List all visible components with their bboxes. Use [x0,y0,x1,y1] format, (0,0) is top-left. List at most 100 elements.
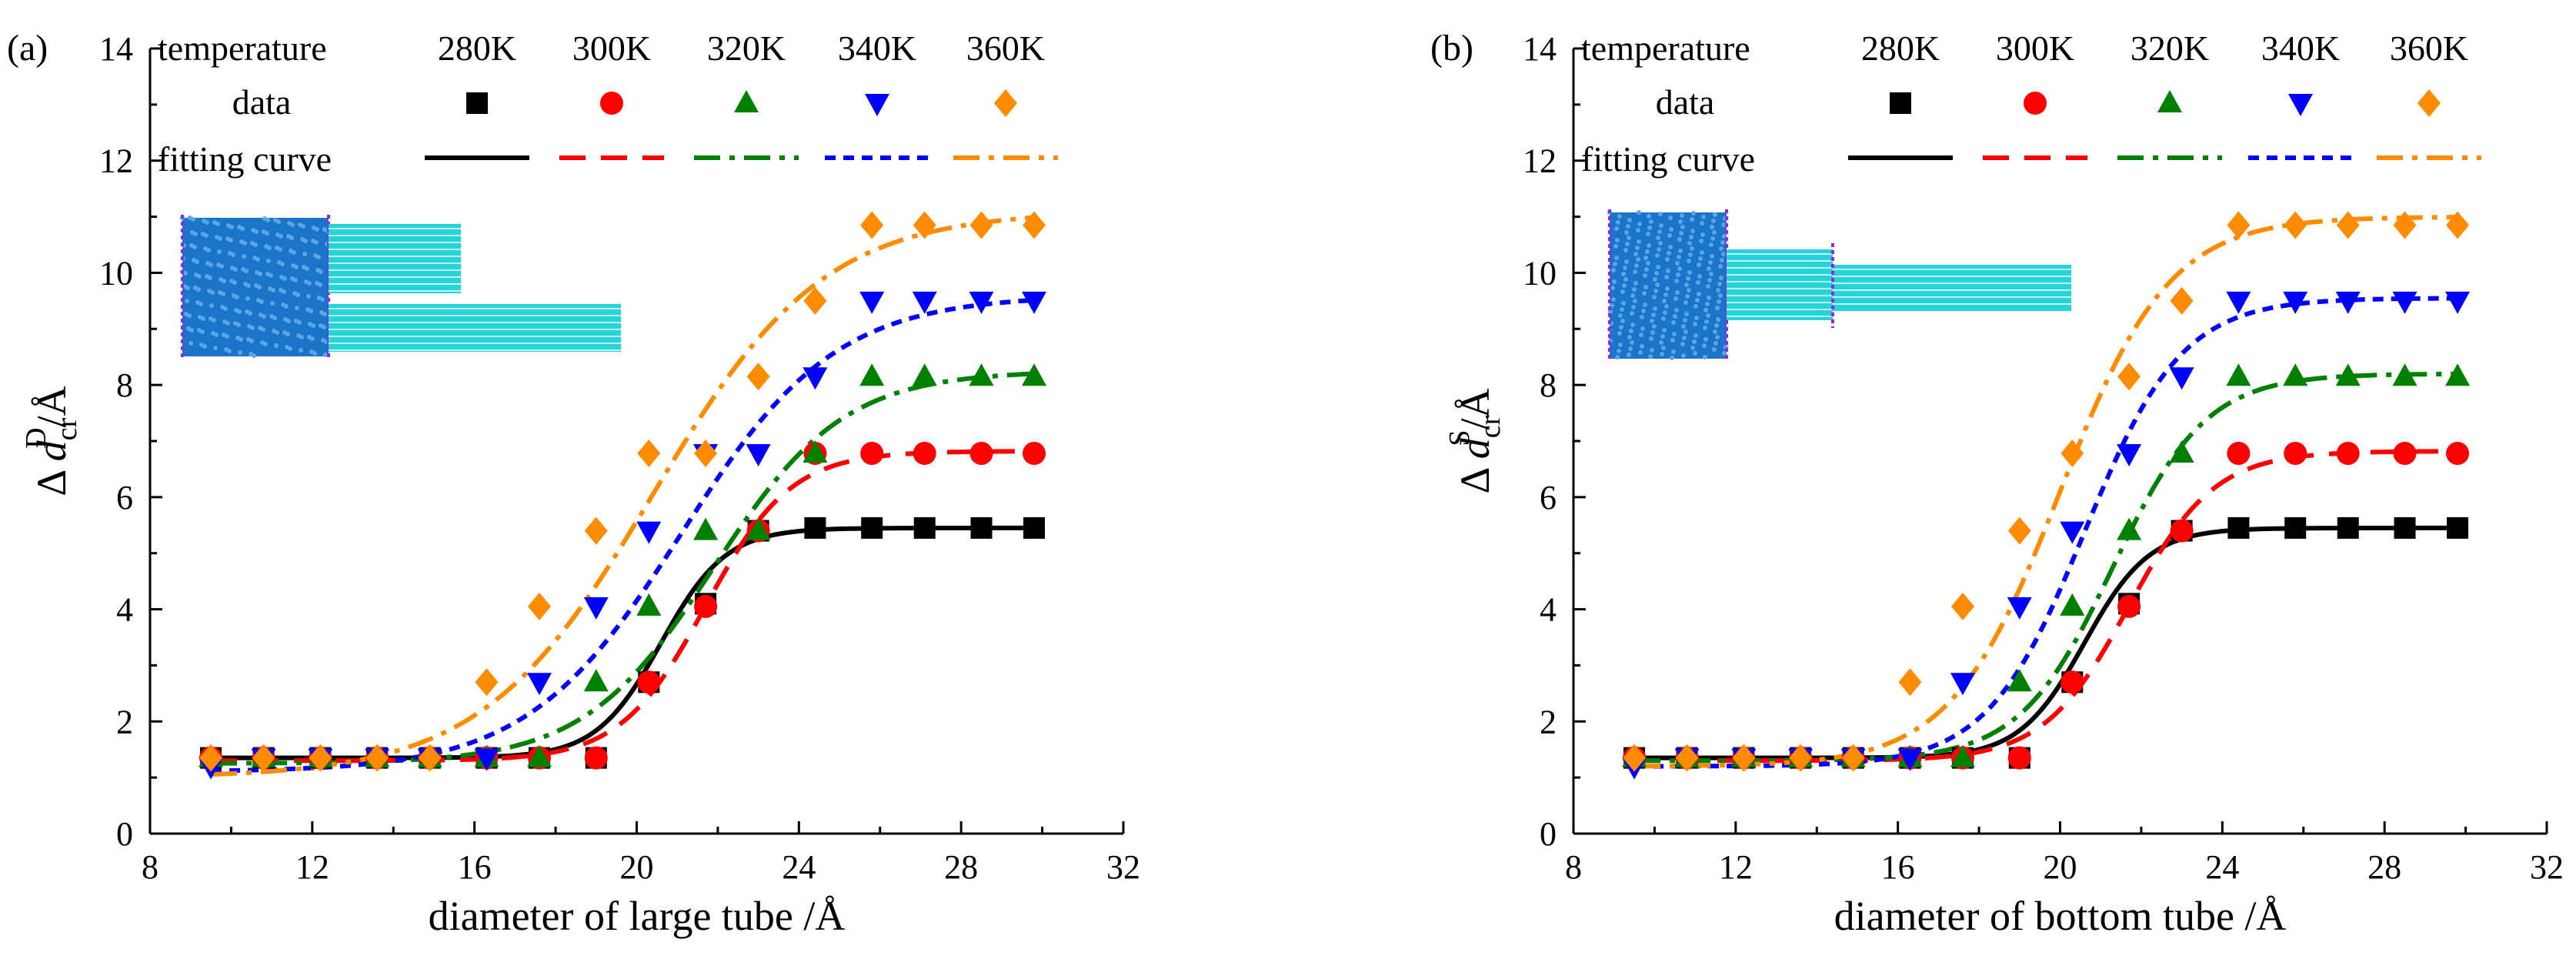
inset-water-molecule [186,326,191,331]
inset-nanotube [329,304,621,352]
inset-water-molecule [1615,355,1620,359]
inset-water-molecule [209,316,213,321]
legend-marker [2418,89,2441,117]
inset-water-molecule [258,326,262,330]
inset-water-molecule [1648,354,1653,359]
data-point [252,744,275,772]
inset-water-molecule [1646,261,1650,266]
y-axis-title-var: d [28,440,75,461]
inset-water-molecule [286,234,291,239]
legend-marker [994,89,1017,117]
inset-water-molecule [1633,269,1637,274]
inset-water-molecule [232,293,236,298]
legend-marker [734,90,759,112]
inset-water-molecule [1650,319,1654,323]
data-point [637,440,661,468]
x-tick-label: 32 [1106,848,1140,886]
inset-water-molecule [1670,356,1674,360]
inset-water-molecule [292,291,297,296]
inset-water-molecule [1655,282,1660,287]
inset-water-molecule [1703,337,1708,342]
legend-series-name: 340K [2261,28,2340,68]
inset-water-molecule [1618,313,1623,318]
inset-water-molecule [275,246,279,250]
x-tick-label: 20 [2044,848,2077,886]
inset-water-molecule [315,281,319,286]
inset-water-molecule [1678,219,1683,224]
inset-water-molecule [1642,291,1647,296]
inset-water-molecule [235,336,240,340]
data-point [2060,440,2084,468]
data-point [2117,363,2141,391]
data-point [636,593,662,616]
inset-water-molecule [1662,299,1667,303]
inset-water-molecule [274,343,279,348]
inset-water-molecule [1703,308,1708,313]
inset-water-molecule [1682,336,1687,340]
inset-water-molecule [296,333,301,338]
inset-water-molecule [1644,267,1649,272]
inset-water-molecule [1619,325,1623,329]
inset-water-molecule [1660,334,1665,339]
data-point [1789,744,1813,772]
data-point [2227,442,2251,466]
inset-water-molecule [1668,245,1673,249]
inset-water-molecule [1654,271,1659,276]
inset-water-molecule [245,309,249,314]
inset-water-molecule [1614,226,1619,231]
inset-water-molecule [1693,333,1698,338]
data-point [2445,363,2471,386]
inset-water-molecule [1686,276,1690,281]
inset-water-molecule [295,306,299,310]
x-tick-label: 20 [620,848,654,886]
data-point [859,363,885,386]
inset-water-molecule [1623,277,1628,282]
inset-water-molecule [1630,323,1635,327]
inset-water-molecule [1696,280,1700,285]
y-axis-title-sub: cr [51,418,83,441]
legend: temperature data fitting curve 280K 300K 320K… [1581,28,2481,179]
inset-water-molecule [1693,322,1697,326]
inset-water-molecule [1705,302,1710,306]
inset-water-molecule [220,305,225,309]
inset-water-molecule [282,330,287,335]
inset-water-molecule [1650,348,1654,353]
fit-curve [211,449,1034,764]
inset-water-molecule [298,222,302,227]
inset-water-molecule [268,286,272,291]
inset-water-molecule [1716,317,1720,322]
inset-water-molecule [1637,222,1642,226]
inset-water-molecule [1666,269,1670,273]
data-point [1951,592,1974,620]
data-point [1950,744,1975,767]
y-tick-label: 4 [1540,591,1557,629]
data-point [2117,594,2141,618]
inset-water-molecule [224,347,229,352]
inset-water-molecule [1710,236,1715,241]
inset-water-molecule [1612,279,1617,284]
inset-water-molecule [1657,229,1662,234]
inset-water-molecule [1623,266,1627,270]
data-point [2226,291,2251,314]
inset-water-molecule [1652,324,1657,329]
panel-label: (b) [1430,28,1473,69]
inset-water-molecule [238,350,242,355]
data-point [637,670,661,694]
data-point [2060,670,2084,694]
y-tick-label: 2 [116,703,133,740]
data-point [912,291,937,314]
inset-water-molecule [321,338,325,343]
data-point [2284,211,2307,239]
x-axis-title: diameter of bottom tube /Å [1834,893,2287,939]
inset-water-molecule [1714,323,1719,328]
inset-water-molecule [189,341,193,346]
inset-water-molecule [1713,341,1718,346]
inset-water-molecule [1689,235,1693,239]
data-point [1022,363,1047,386]
data-point [2169,440,2194,463]
y-axis-title-prefix: Δ [28,461,75,496]
inset-water-molecule [1621,272,1626,276]
legend-marker [600,92,623,115]
inset-water-molecule [1611,297,1616,302]
y-axis-title-sup: S [1443,430,1476,446]
